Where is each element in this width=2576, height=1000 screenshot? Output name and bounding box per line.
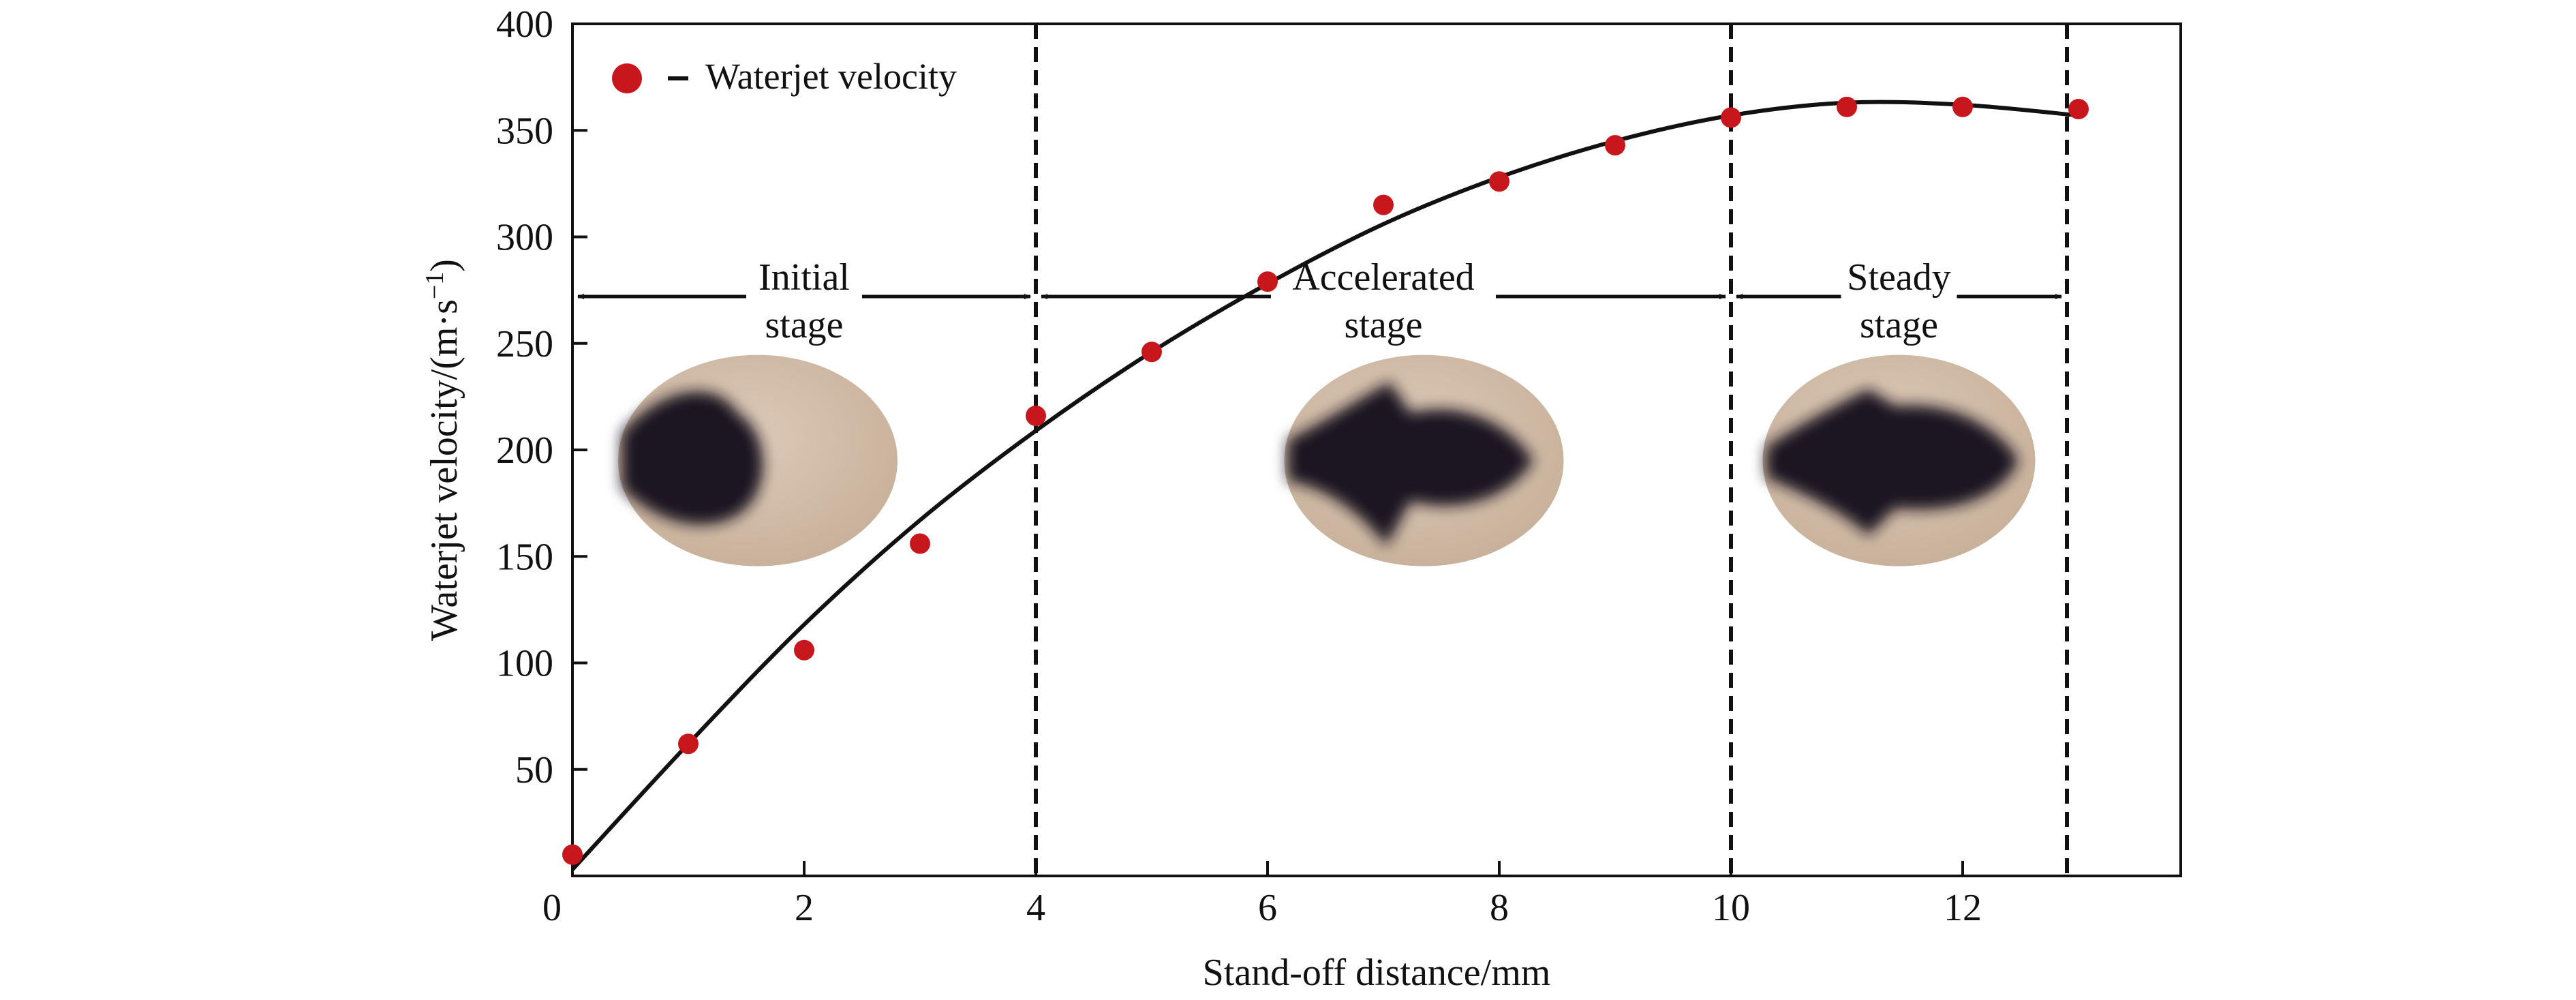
x-tick-label: 12 (1944, 887, 1982, 929)
data-point (1721, 107, 1741, 128)
jet-photo-jet (622, 391, 763, 525)
data-point (1373, 194, 1394, 215)
jet-photo (1762, 354, 2036, 566)
stage-label-line1: Accelerated (1292, 256, 1474, 299)
jet-photo-jet (1766, 389, 2019, 536)
data-point (1141, 342, 1162, 363)
data-point (1837, 96, 1857, 117)
stage-label-line2: stage (765, 304, 843, 346)
y-tick-label: 250 (496, 323, 553, 365)
jet-photo (618, 354, 898, 566)
stage-annotations: Initial stage Accelerated stage Steady stage (577, 256, 2062, 346)
jet-photo-jet (1287, 382, 1533, 546)
y-tick-label: 150 (496, 536, 553, 578)
y-tick-label: 100 (496, 643, 553, 685)
data-point (794, 639, 814, 661)
stage-label-line1: Initial (758, 256, 850, 299)
y-axis-label-main: Waterjet velocity/(m·s (423, 299, 465, 641)
legend-marker (612, 63, 642, 93)
legend-label: Waterjet velocity (705, 56, 957, 97)
data-point (562, 844, 583, 865)
jet-photo (1284, 354, 1564, 566)
y-axis-label: Waterjet velocity/(m·s−1) (420, 259, 465, 641)
axes: 2 4 6 8 10 12 50 100 150 200 250 300 350 400 0 (496, 3, 1982, 929)
x-tick-label: 2 (795, 887, 814, 929)
data-point (1489, 171, 1509, 192)
data-point (1952, 96, 1973, 117)
data-points (562, 96, 2089, 865)
y-tick-label: 200 (496, 429, 553, 472)
stage-label-line1: Steady (1847, 256, 1950, 299)
y-tick-label: 300 (496, 217, 553, 259)
x-tick-label: 0 (542, 887, 562, 929)
y-tick-label: 350 (496, 110, 553, 152)
x-tick-label: 8 (1490, 887, 1509, 929)
x-tick-label: 10 (1712, 887, 1750, 929)
data-point (1605, 135, 1625, 156)
stage-boundaries (1034, 24, 2069, 876)
stage-label-line2: stage (1860, 304, 1938, 346)
y-tick-label: 400 (496, 3, 553, 46)
stage-label-line2: stage (1344, 304, 1422, 346)
y-tick-label: 50 (515, 749, 553, 791)
x-tick-label: 4 (1026, 887, 1045, 929)
data-point (2068, 99, 2089, 119)
y-axis-label-sup: −1 (420, 272, 449, 299)
jet-photos (618, 354, 2036, 566)
y-axis-label-close: ) (423, 259, 465, 272)
legend: Waterjet velocity (612, 56, 957, 97)
data-point (1257, 271, 1278, 292)
x-tick-label: 6 (1258, 887, 1277, 929)
data-point (1026, 406, 1046, 426)
data-point (678, 733, 699, 755)
fit-curve-group (570, 100, 2079, 871)
fit-curve (570, 100, 2079, 871)
x-axis-label: Stand-off distance/mm (1203, 952, 1551, 994)
data-point (910, 533, 930, 554)
